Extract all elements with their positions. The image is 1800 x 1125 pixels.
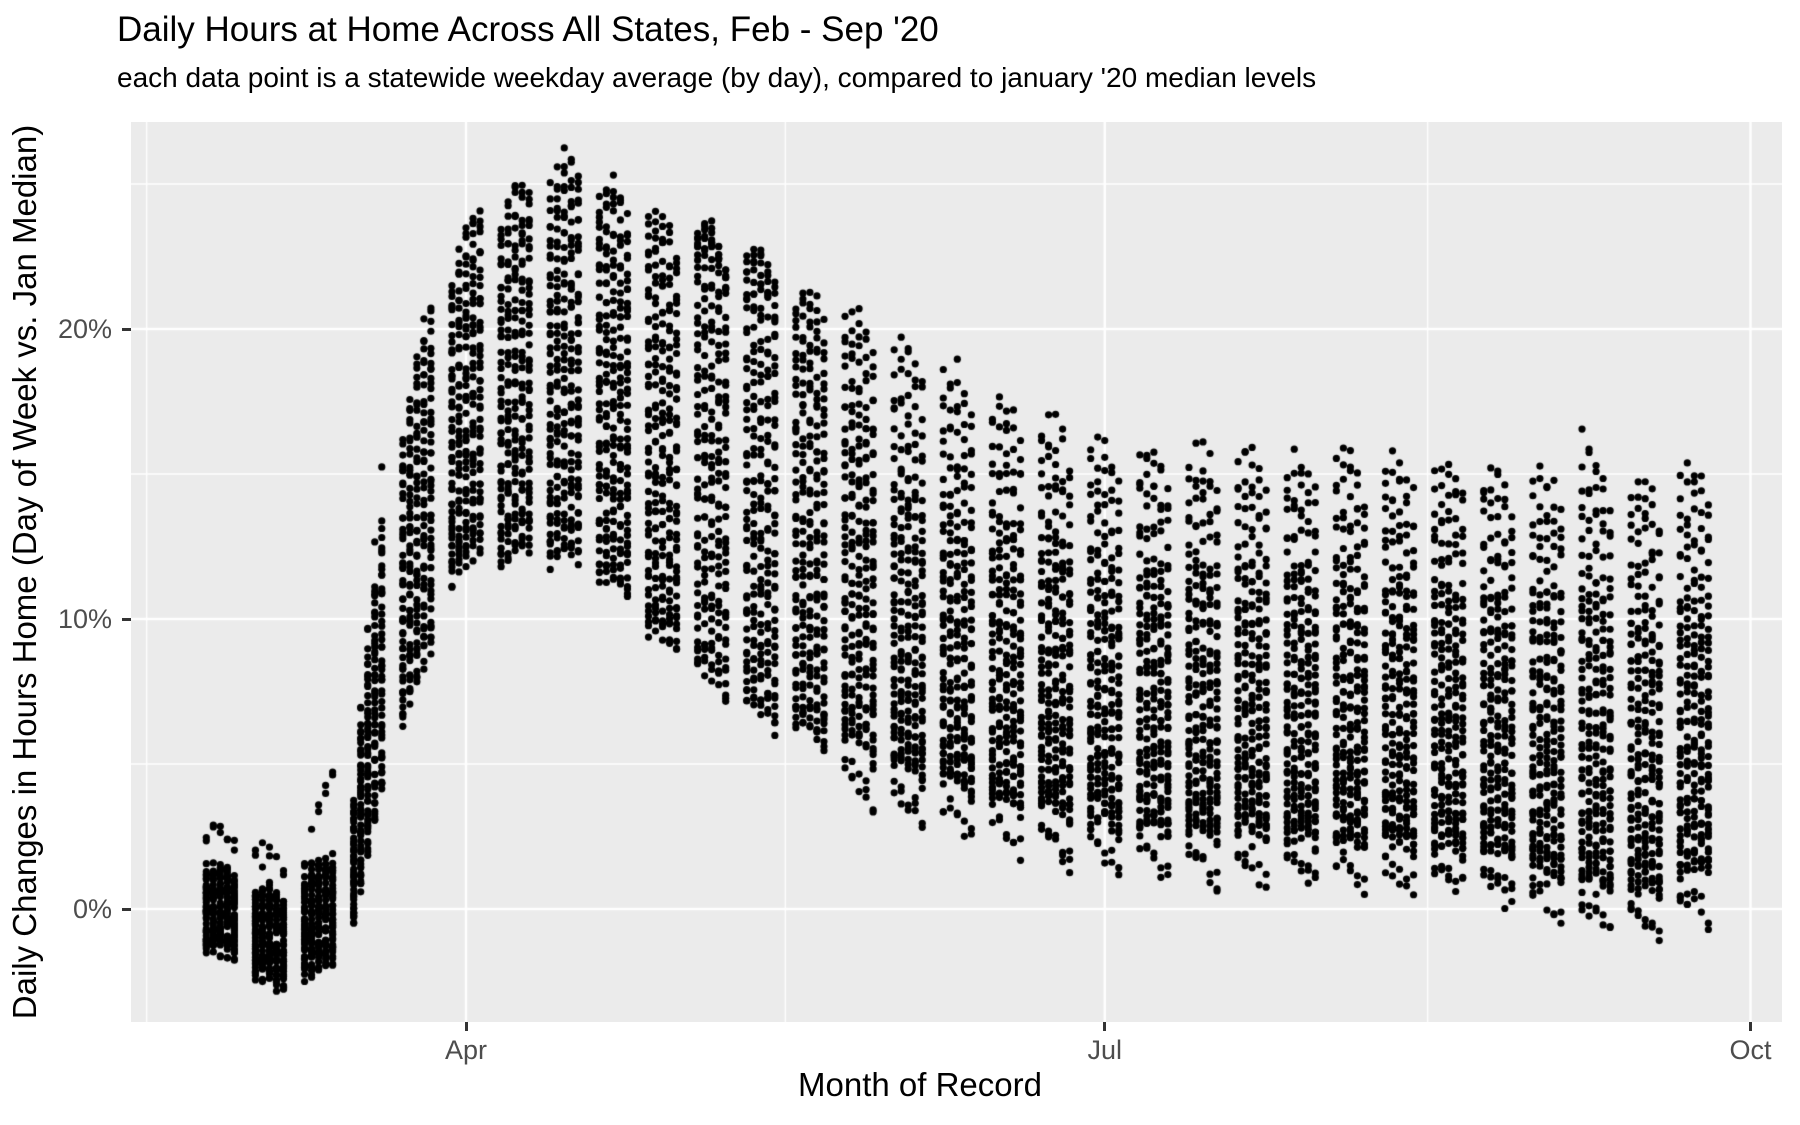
chart-title: Daily Hours at Home Across All States, F…	[117, 10, 939, 49]
y-tick-mark	[122, 907, 131, 911]
x-tick-mark	[464, 1022, 468, 1031]
y-tick-mark	[122, 327, 131, 331]
x-tick-mark	[1748, 1022, 1752, 1031]
y-tick-mark	[122, 617, 131, 621]
x-tick-label: Jul	[1087, 1035, 1122, 1065]
x-tick-label: Oct	[1729, 1035, 1772, 1065]
x-tick-label: Apr	[444, 1035, 488, 1065]
plot-panel	[131, 122, 1782, 1022]
y-tick-label: 20%	[57, 314, 112, 344]
scatter-canvas	[131, 122, 1782, 1022]
x-axis-title: Month of Record	[798, 1066, 1042, 1103]
y-tick-label: 0%	[72, 894, 112, 924]
x-tick-mark	[1103, 1022, 1107, 1031]
y-axis-title: Daily Changes in Hours Home (Day of Week…	[6, 124, 43, 1020]
chart-subtitle: each data point is a statewide weekday a…	[117, 62, 1317, 93]
y-tick-label: 10%	[57, 604, 112, 634]
